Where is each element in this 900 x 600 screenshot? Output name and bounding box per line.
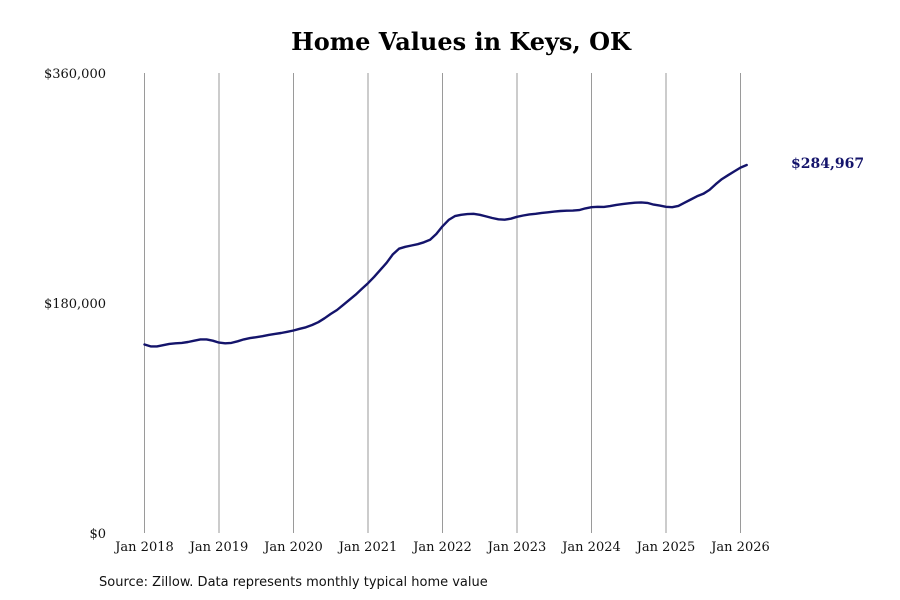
x-tick-label: Jan 2024 bbox=[560, 540, 621, 555]
grid-lines bbox=[144, 73, 741, 533]
home-value-line bbox=[143, 163, 748, 348]
end-value-label: $284,967 bbox=[791, 156, 864, 172]
x-tick-label: Jan 2020 bbox=[262, 540, 323, 555]
x-tick-label: Jan 2025 bbox=[635, 540, 696, 555]
y-tick-label: $180,000 bbox=[44, 297, 106, 312]
y-tick-label: $360,000 bbox=[44, 67, 106, 82]
y-tick-label: $0 bbox=[89, 527, 106, 542]
x-tick-label: Jan 2023 bbox=[486, 540, 547, 555]
x-tick-label: Jan 2019 bbox=[188, 540, 249, 555]
x-tick-label: Jan 2021 bbox=[337, 540, 398, 555]
y-axis-tick-labels: $0 $180,000 $360,000 bbox=[44, 67, 106, 542]
x-axis-tick-labels: Jan 2018 Jan 2019 Jan 2020 Jan 2021 Jan 2022… bbox=[113, 540, 770, 555]
x-tick-label: Jan 2026 bbox=[709, 540, 770, 555]
x-tick-label: Jan 2022 bbox=[411, 540, 472, 555]
chart-title: Home Values in Keys, OK bbox=[291, 27, 632, 56]
source-note: Source: Zillow. Data represents monthly … bbox=[99, 575, 488, 590]
x-tick-label: Jan 2018 bbox=[113, 540, 174, 555]
